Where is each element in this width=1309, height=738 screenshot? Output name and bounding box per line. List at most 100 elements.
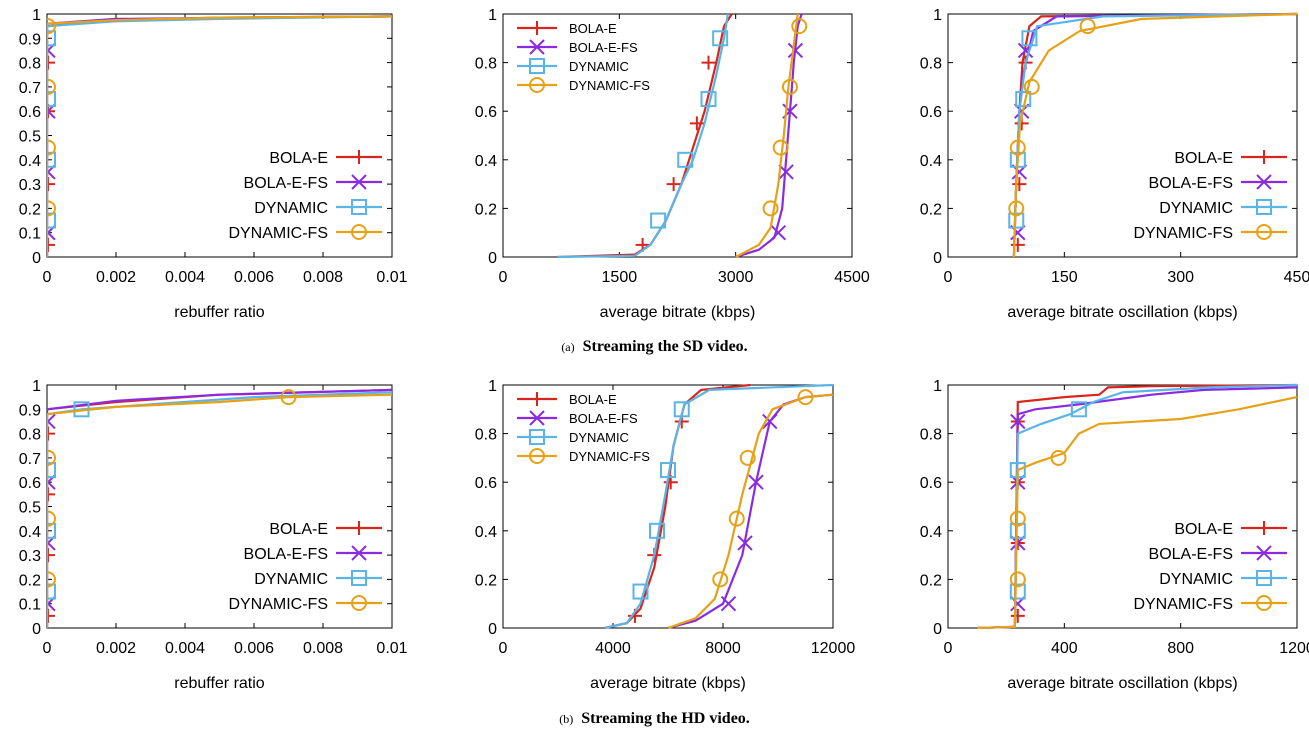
legend-marker-bola-e	[352, 150, 366, 164]
y-tick-label: 0.3	[19, 548, 41, 565]
x-tick-label: 450	[1284, 269, 1309, 286]
y-tick-label: 0.1	[19, 226, 41, 243]
legend-label: BOLA-E	[569, 21, 617, 36]
y-tick-label: 0.8	[920, 56, 942, 73]
series-line-bola-e	[1014, 14, 1297, 257]
legend-label: BOLA-E-FS	[569, 411, 638, 426]
x-axis-label: rebuffer ratio	[174, 675, 265, 692]
x-tick-label: 0	[944, 640, 953, 657]
legend: BOLA-E BOLA-E-FS DYNAMIC DYNAMIC-FS	[228, 521, 382, 613]
x-tick-label: 8000	[705, 640, 741, 657]
legend: BOLA-E BOLA-E-FS DYNAMIC DYNAMIC-FS	[517, 21, 650, 93]
y-tick-label: 0.4	[19, 524, 41, 541]
legend-label: DYNAMIC	[254, 200, 328, 217]
y-tick-label: 0.3	[19, 177, 41, 194]
y-tick-label: 0.2	[475, 572, 497, 589]
legend-label: DYNAMIC-FS	[228, 225, 328, 242]
caption-b-label: (b)	[559, 712, 573, 726]
x-tick-label: 0.008	[303, 269, 343, 286]
x-tick-label: 12000	[811, 640, 856, 657]
chart-2: 00.20.40.60.810 1500 3000 4500average bitra…	[475, 7, 870, 321]
y-tick-label: 0.9	[19, 31, 41, 48]
legend-label: BOLA-E	[269, 150, 328, 167]
caption-b: (b) Streaming the HD video.	[0, 710, 1309, 728]
legend-label: DYNAMIC-FS	[1133, 225, 1233, 242]
y-tick-label: 0.2	[19, 572, 41, 589]
legend-label: BOLA-E	[569, 392, 617, 407]
legend: BOLA-E BOLA-E-FS DYNAMIC DYNAMIC-FS	[228, 150, 382, 242]
caption-b-text: Streaming the HD video.	[581, 710, 750, 727]
legend-label: BOLA-E	[1174, 150, 1233, 167]
plot-frame	[503, 14, 852, 257]
y-tick-label: 1	[32, 7, 41, 24]
y-tick-label: 0.4	[475, 524, 497, 541]
y-tick-label: 0.5	[19, 129, 41, 146]
data-point-bola-e	[1012, 177, 1026, 191]
legend-label: BOLA-E	[1174, 521, 1233, 538]
x-axis-label: rebuffer ratio	[174, 304, 265, 321]
legend-label: DYNAMIC-FS	[569, 449, 650, 464]
x-tick-label: 400	[1051, 640, 1078, 657]
series-line-bola-e-fs	[47, 390, 392, 628]
legend-label: DYNAMIC-FS	[569, 78, 650, 93]
x-tick-label: 0.004	[165, 269, 205, 286]
y-tick-label: 0.2	[920, 201, 942, 218]
y-tick-label: 0.6	[475, 104, 497, 121]
plot-frame	[47, 14, 392, 257]
y-tick-label: 0	[488, 250, 497, 267]
data-layer	[41, 16, 392, 257]
legend-label: DYNAMIC	[1159, 571, 1233, 588]
series-line-bola-e-fs	[47, 16, 392, 257]
chart-4: 0 0.1 0.2 0.3 0.4 0.5 0.6 0.7 0.8 0.9 1 0 0.002 0.004…	[19, 378, 408, 692]
series-line-bola-e	[47, 16, 392, 257]
y-tick-label: 0.5	[19, 500, 41, 517]
legend: BOLA-E BOLA-E-FS DYNAMIC DYNAMIC-FS	[1133, 150, 1287, 242]
legend-marker-bola-e	[1257, 521, 1271, 535]
data-point-dynamic-fs	[774, 141, 788, 155]
x-tick-label: 0.006	[234, 640, 274, 657]
legend-marker-bola-e	[1257, 150, 1271, 164]
legend-label: DYNAMIC	[1159, 200, 1233, 217]
x-tick-label: 0	[499, 269, 508, 286]
y-tick-label: 1	[933, 7, 942, 24]
data-point-bola-e	[1011, 238, 1025, 252]
y-tick-label: 0.8	[475, 427, 497, 444]
series-line-dynamic	[47, 16, 392, 257]
x-tick-label: 0	[43, 640, 52, 657]
x-axis-label: average bitrate (kbps)	[600, 304, 756, 321]
legend-label: DYNAMIC	[569, 430, 629, 445]
y-tick-label: 1	[32, 378, 41, 395]
data-layer	[1009, 14, 1297, 257]
data-point-dynamic-fs	[1052, 451, 1066, 465]
x-tick-label: 0	[499, 640, 508, 657]
data-point-bola-e	[1011, 609, 1025, 623]
series-line-bola-e-fs	[668, 395, 833, 628]
chart-3: 0 0.2 0.4 0.6 0.8 1 0 150 300 450 average bitrate …	[920, 7, 1309, 321]
y-tick-label: 0.4	[920, 524, 942, 541]
y-tick-label: 1	[933, 378, 942, 395]
y-tick-label: 0.6	[19, 475, 41, 492]
y-tick-label: 0.2	[19, 201, 41, 218]
y-tick-label: 0	[933, 250, 942, 267]
x-tick-label: 0.006	[234, 269, 274, 286]
plot-frame	[503, 385, 833, 628]
legend-marker-bola-e	[352, 521, 366, 535]
legend-marker-bola-e	[530, 21, 544, 35]
y-tick-label: 0.8	[920, 427, 942, 444]
series-line-dynamic-fs	[1014, 14, 1297, 257]
plot-frame	[948, 14, 1297, 257]
y-tick-label: 0.4	[19, 153, 41, 170]
y-tick-label: 0.6	[19, 104, 41, 121]
plot-frame	[47, 385, 392, 628]
data-point-dynamic-fs	[1025, 80, 1039, 94]
legend-label: DYNAMIC	[254, 571, 328, 588]
x-tick-label: 0	[944, 269, 953, 286]
x-tick-label: 4500	[834, 269, 870, 286]
x-axis-label: average bitrate oscillation (kbps)	[1007, 304, 1237, 321]
legend-marker-bola-e	[530, 392, 544, 406]
y-tick-label: 0	[488, 621, 497, 638]
y-tick-label: 0.2	[475, 201, 497, 218]
caption-a-text: Streaming the SD video.	[583, 338, 748, 355]
series-line-dynamic-fs	[47, 16, 392, 257]
